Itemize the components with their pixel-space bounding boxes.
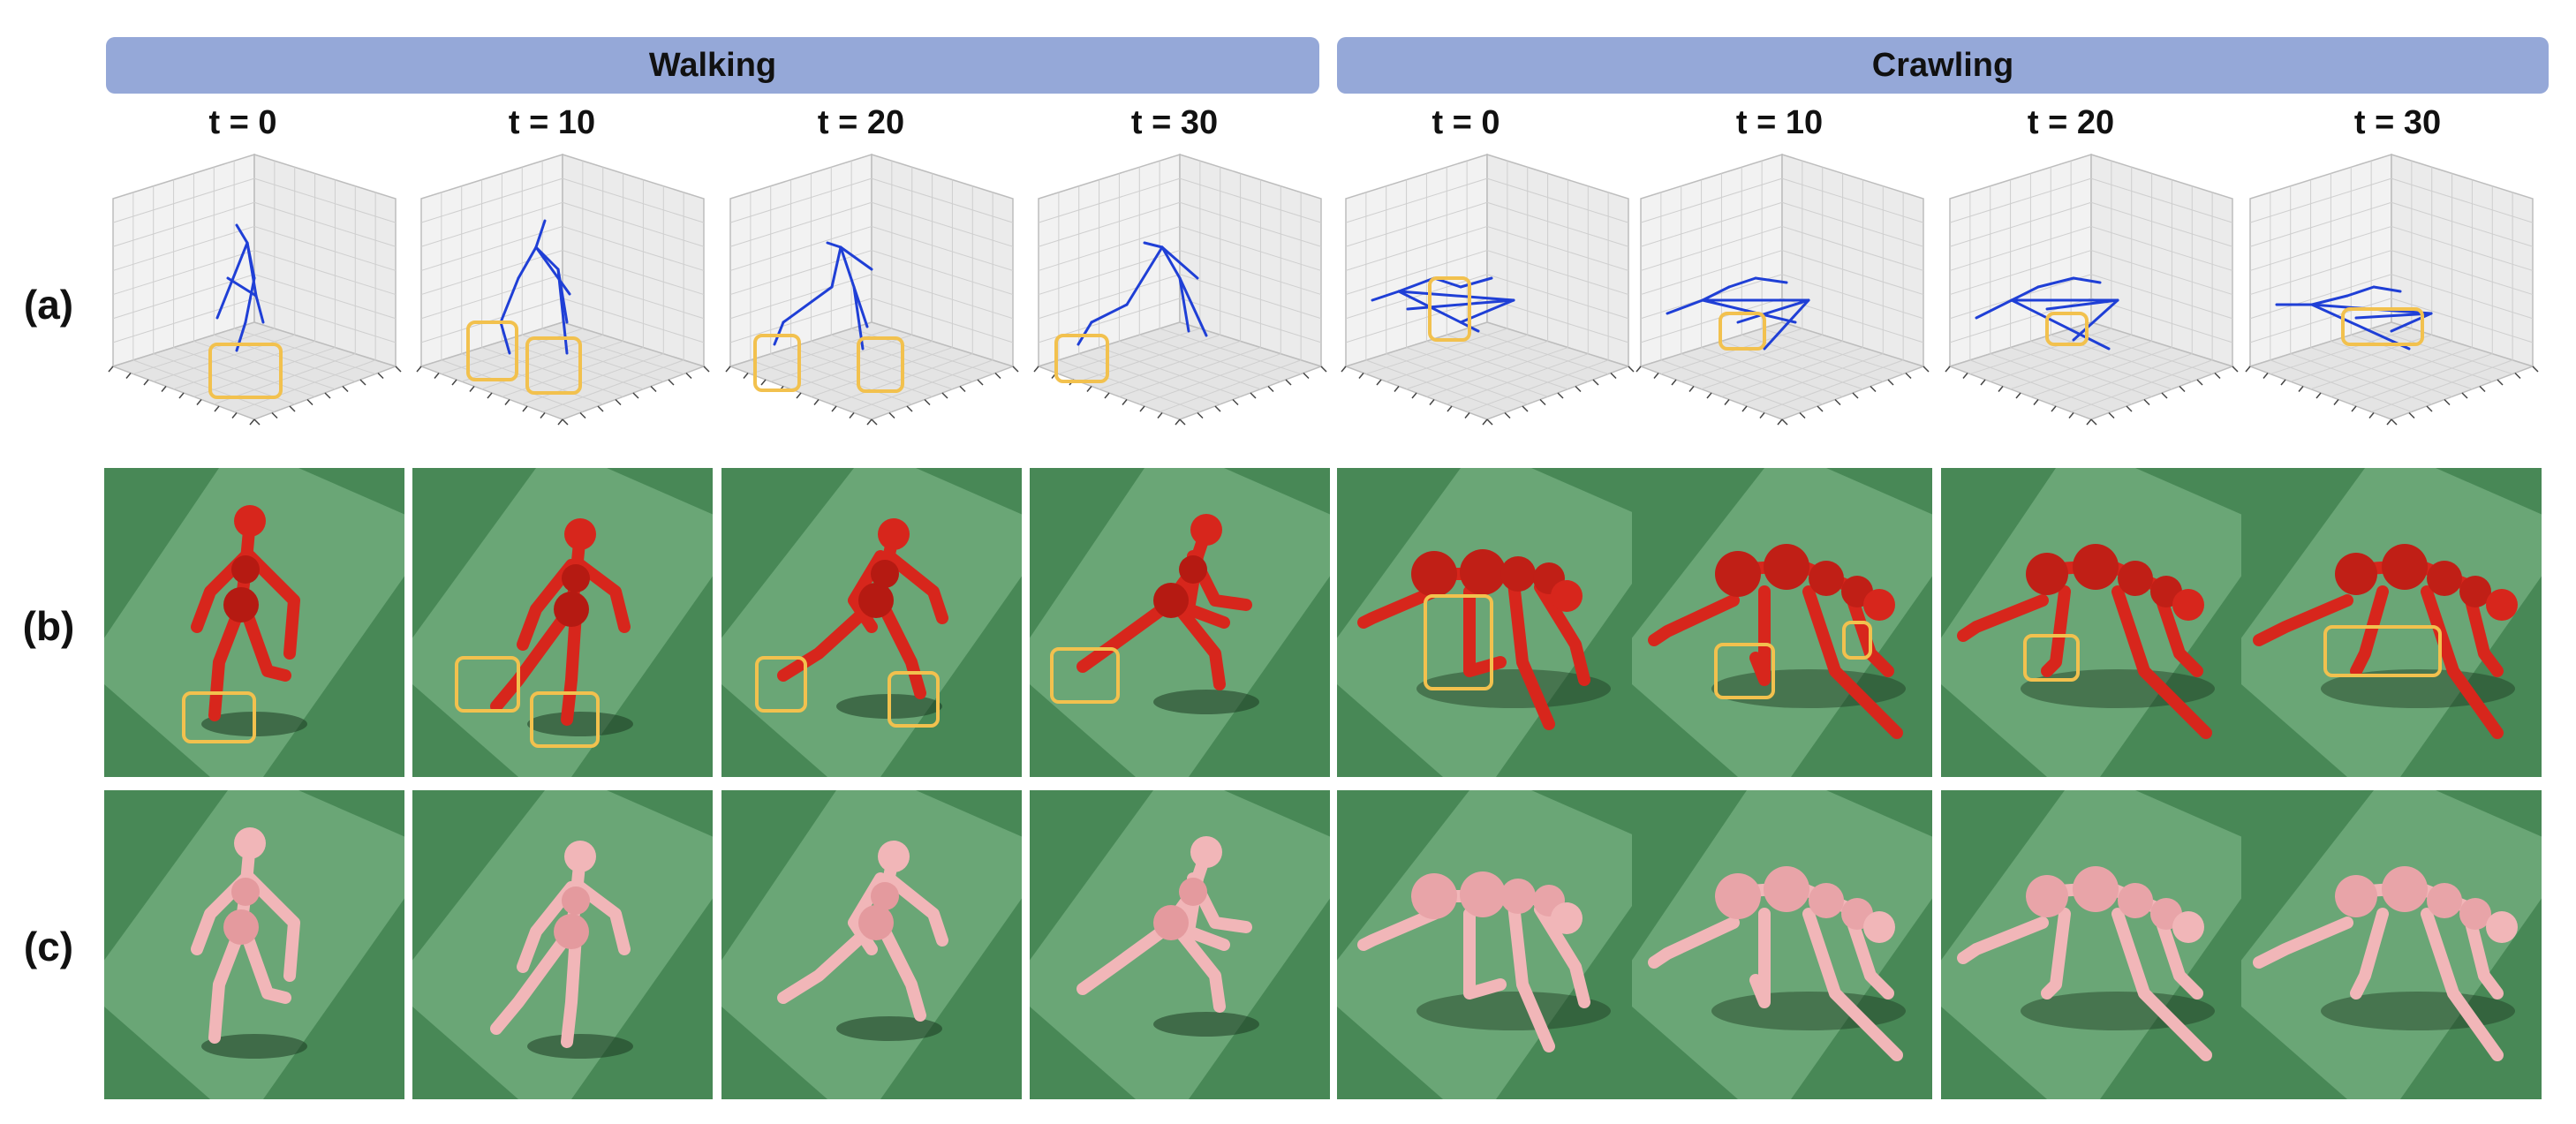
- row-label-c: (c): [23, 924, 74, 969]
- highlight-box: [455, 656, 520, 713]
- skeleton-stick-figure: [1666, 276, 1810, 351]
- skeleton-3d-plot: [721, 146, 1022, 464]
- time-label: t = 0: [1432, 104, 1500, 141]
- skeleton-stick-figure: [773, 241, 873, 351]
- humanoid-figure: [777, 518, 948, 719]
- render-pink-humanoid: [412, 790, 713, 1099]
- humanoid-figure: [1957, 866, 2215, 1061]
- humanoid-figure: [1076, 514, 1259, 714]
- render-red-humanoid: [1337, 468, 1637, 777]
- highlight-box: [1054, 334, 1109, 383]
- skeleton-3d-plot: [1030, 146, 1330, 464]
- highlight-box: [755, 656, 807, 713]
- skeleton-stick-figure: [499, 219, 571, 355]
- humanoid-figure: [1957, 544, 2215, 739]
- skeleton-stick-figure: [1975, 276, 2119, 351]
- highlight-box: [753, 334, 801, 392]
- green-floor-background: [412, 468, 713, 777]
- highlight-box: [888, 671, 940, 728]
- humanoid-figure: [2253, 866, 2518, 1061]
- axes-3d-grid: [1033, 153, 1327, 426]
- axes-3d-grid: [416, 153, 710, 426]
- highlight-box: [2023, 634, 2080, 682]
- render-pink-humanoid: [721, 790, 1022, 1099]
- highlight-box: [2341, 307, 2424, 346]
- row-label-b: (b): [22, 603, 75, 649]
- green-floor-background: [1030, 468, 1330, 777]
- skeleton-3d-plot: [1337, 146, 1637, 464]
- time-label: t = 30: [1130, 104, 1219, 141]
- skeleton-3d-plot: [104, 146, 404, 464]
- green-floor-background: [1632, 468, 1932, 777]
- highlight-box: [1050, 647, 1120, 704]
- highlight-box: [1719, 312, 1766, 351]
- highlight-box: [525, 336, 582, 395]
- render-pink-humanoid: [1337, 790, 1637, 1099]
- green-floor-background: [721, 790, 1022, 1099]
- highlight-box: [1842, 621, 1872, 660]
- axes-3d-grid: [725, 153, 1019, 426]
- render-red-humanoid: [412, 468, 713, 777]
- render-red-humanoid: [1030, 468, 1330, 777]
- highlight-box: [2045, 312, 2089, 346]
- highlight-box: [530, 691, 600, 748]
- green-floor-background: [1030, 790, 1330, 1099]
- highlight-box: [182, 691, 256, 743]
- humanoid-figure: [1076, 836, 1259, 1037]
- group-banner-crawling: Crawling: [1337, 37, 2549, 94]
- humanoid-figure: [1648, 866, 1906, 1061]
- highlight-box: [466, 321, 518, 381]
- highlight-box: [208, 343, 283, 399]
- green-floor-background: [1337, 790, 1637, 1099]
- render-pink-humanoid: [2241, 790, 2542, 1099]
- render-pink-humanoid: [1941, 790, 2241, 1099]
- humanoid-figure: [1357, 549, 1611, 730]
- skeleton-3d-plot: [2241, 146, 2542, 464]
- axes-3d-grid: [1341, 153, 1635, 426]
- axes-3d-grid: [108, 153, 402, 426]
- highlight-box: [2323, 625, 2442, 677]
- highlight-box: [1424, 594, 1493, 690]
- time-label: t = 30: [2353, 104, 2442, 141]
- render-pink-humanoid: [1030, 790, 1330, 1099]
- time-label: t = 0: [208, 104, 277, 141]
- time-label: t = 10: [508, 104, 596, 141]
- render-red-humanoid: [1941, 468, 2241, 777]
- axes-3d-grid: [1635, 153, 1930, 426]
- humanoid-figure: [777, 841, 948, 1041]
- render-red-humanoid: [1632, 468, 1932, 777]
- time-label: t = 20: [2027, 104, 2115, 141]
- render-red-humanoid: [2241, 468, 2542, 777]
- skeleton-3d-plot: [1632, 146, 1932, 464]
- skeleton-3d-plot: [412, 146, 713, 464]
- render-red-humanoid: [104, 468, 404, 777]
- skeleton-stick-figure: [1076, 241, 1208, 346]
- axes-3d-grid: [1945, 153, 2239, 426]
- humanoid-figure: [490, 841, 633, 1059]
- time-label: t = 10: [1735, 104, 1824, 141]
- render-pink-humanoid: [1632, 790, 1932, 1099]
- group-banner-walking: Walking: [106, 37, 1319, 94]
- skeleton-3d-plot: [1941, 146, 2241, 464]
- humanoid-figure: [2253, 544, 2518, 739]
- humanoid-figure: [191, 505, 307, 736]
- time-label: t = 20: [817, 104, 905, 141]
- humanoid-figure: [1357, 871, 1611, 1052]
- highlight-box: [857, 336, 904, 393]
- skeleton-stick-figure: [215, 223, 265, 352]
- highlight-box: [1714, 643, 1775, 699]
- row-label-a: (a): [23, 282, 74, 328]
- render-pink-humanoid: [104, 790, 404, 1099]
- render-red-humanoid: [721, 468, 1022, 777]
- highlight-box: [1428, 276, 1471, 342]
- green-floor-background: [1337, 468, 1637, 777]
- humanoid-figure: [191, 827, 307, 1059]
